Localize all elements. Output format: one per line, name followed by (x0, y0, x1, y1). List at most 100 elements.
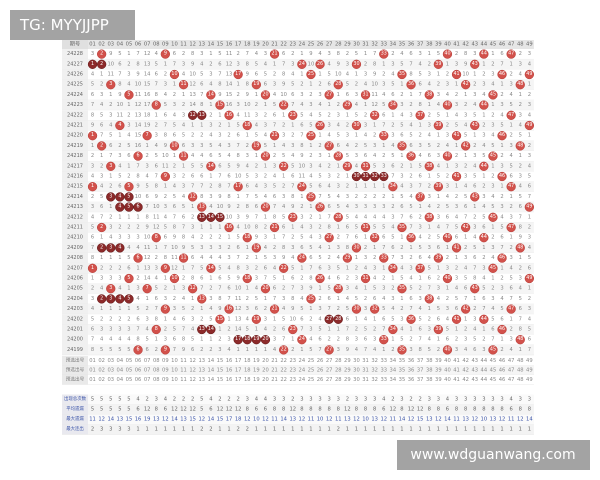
omission-value: 4 (509, 347, 513, 353)
ball (251, 141, 262, 151)
omission-value: 8 (246, 204, 249, 210)
omission-value: 1 (145, 143, 148, 149)
omission-value: 2 (455, 92, 458, 98)
ball-number: 28 (335, 285, 341, 291)
preselect-number: 33 (380, 358, 387, 364)
summary-value: 5 (118, 397, 121, 403)
column-header: 49 (526, 42, 533, 48)
summary-value: 3 (309, 397, 312, 403)
ball-number: 11 (180, 81, 186, 87)
omission-value: 8 (346, 245, 349, 251)
omission-value: 2 (145, 306, 148, 312)
period: 24220 (67, 133, 83, 139)
omission-value: 4 (264, 61, 268, 67)
preselect-number: 37 (417, 358, 424, 364)
omission-value: 1 (209, 276, 212, 282)
omission-value: 5 (273, 184, 276, 190)
ball-number: 19 (253, 81, 259, 87)
omission-value: 6 (382, 112, 385, 118)
omission-value: 3 (528, 51, 531, 57)
omission-value: 2 (118, 265, 121, 271)
omission-value: 4 (382, 296, 386, 302)
omission-value: 3 (364, 255, 367, 261)
omission-value: 2 (364, 194, 367, 200)
summary-value: 3 (400, 397, 403, 403)
omission-value: 7 (391, 255, 394, 261)
omission-value: 9 (155, 194, 158, 200)
omission-value: 4 (300, 102, 304, 108)
omission-value: 2 (491, 235, 494, 241)
omission-value: 5 (164, 225, 167, 231)
summary-value: 1 (264, 427, 267, 433)
omission-value: 4 (209, 133, 213, 139)
omission-value: 5 (346, 82, 349, 88)
omission-value: 2 (164, 327, 167, 333)
label-cell (62, 404, 88, 415)
omission-value: 11 (135, 92, 142, 98)
omission-value: 8 (236, 265, 239, 271)
preselect-number: 13 (198, 358, 205, 364)
omission-value: 3 (446, 265, 449, 271)
omission-value: 1 (418, 276, 421, 282)
period: 24218 (67, 153, 83, 159)
omission-value: 8 (373, 61, 376, 67)
omission-value: 2 (291, 51, 294, 57)
summary-value: 2 (337, 427, 340, 433)
omission-value: 1 (409, 327, 412, 333)
omission-value: 4 (373, 153, 377, 159)
preselect-number: 19 (253, 377, 260, 383)
omission-value: 1 (473, 72, 476, 78)
omission-value: 2 (455, 337, 458, 343)
omission-value: 8 (136, 337, 139, 343)
omission-value: 4 (145, 174, 149, 180)
omission-value: 2 (473, 306, 476, 312)
omission-value: 1 (482, 112, 485, 118)
ball-number: 35 (399, 224, 405, 230)
summary-value: 5 (109, 397, 112, 403)
omission-value: 7 (182, 327, 185, 333)
omission-value: 1 (400, 235, 403, 241)
ball-number: 11 (180, 153, 186, 159)
preselect-number: 34 (390, 367, 397, 373)
omission-value: 2 (500, 194, 503, 200)
omission-value: 6 (464, 204, 467, 210)
omission-value: 2 (200, 235, 203, 241)
summary-value: 12 (408, 407, 415, 413)
omission-value: 2 (482, 184, 485, 190)
omission-value: 5 (437, 51, 440, 57)
row-bg (62, 356, 534, 366)
omission-value: 5 (382, 102, 385, 108)
ball (106, 192, 116, 202)
summary-value: 5 (109, 407, 112, 413)
omission-value: 3 (491, 123, 494, 129)
omission-value: 4 (118, 337, 122, 343)
ball-number: 24 (299, 336, 305, 342)
omission-value: 2 (382, 153, 385, 159)
ball (451, 314, 462, 324)
period: 24213 (67, 204, 83, 210)
summary-value: 12 (144, 407, 151, 413)
ball (269, 304, 280, 314)
omission-value: 2 (528, 92, 531, 98)
ball (97, 59, 107, 69)
omission-value: 1 (446, 112, 449, 118)
omission-value: 5 (327, 72, 330, 78)
omission-value: 4 (291, 72, 295, 78)
omission-value: 5 (109, 347, 112, 353)
omission-value: 4 (327, 133, 331, 139)
ball-number: 33 (381, 336, 387, 342)
omission-value: 1 (209, 174, 212, 180)
preselect-number: 12 (189, 358, 196, 364)
omission-value: 5 (418, 163, 421, 169)
preselect-number: 20 (262, 377, 269, 383)
omission-value: 6 (428, 153, 431, 159)
ball (342, 161, 353, 171)
summary-value: 1 (382, 427, 385, 433)
omission-value: 8 (173, 225, 176, 231)
omission-value: 2 (91, 194, 94, 200)
omission-value: 1 (464, 316, 467, 322)
omission-value: 5 (164, 102, 167, 108)
omission-value: 1 (337, 92, 340, 98)
omission-value: 3 (209, 123, 212, 129)
summary-value: 16 (135, 417, 142, 423)
